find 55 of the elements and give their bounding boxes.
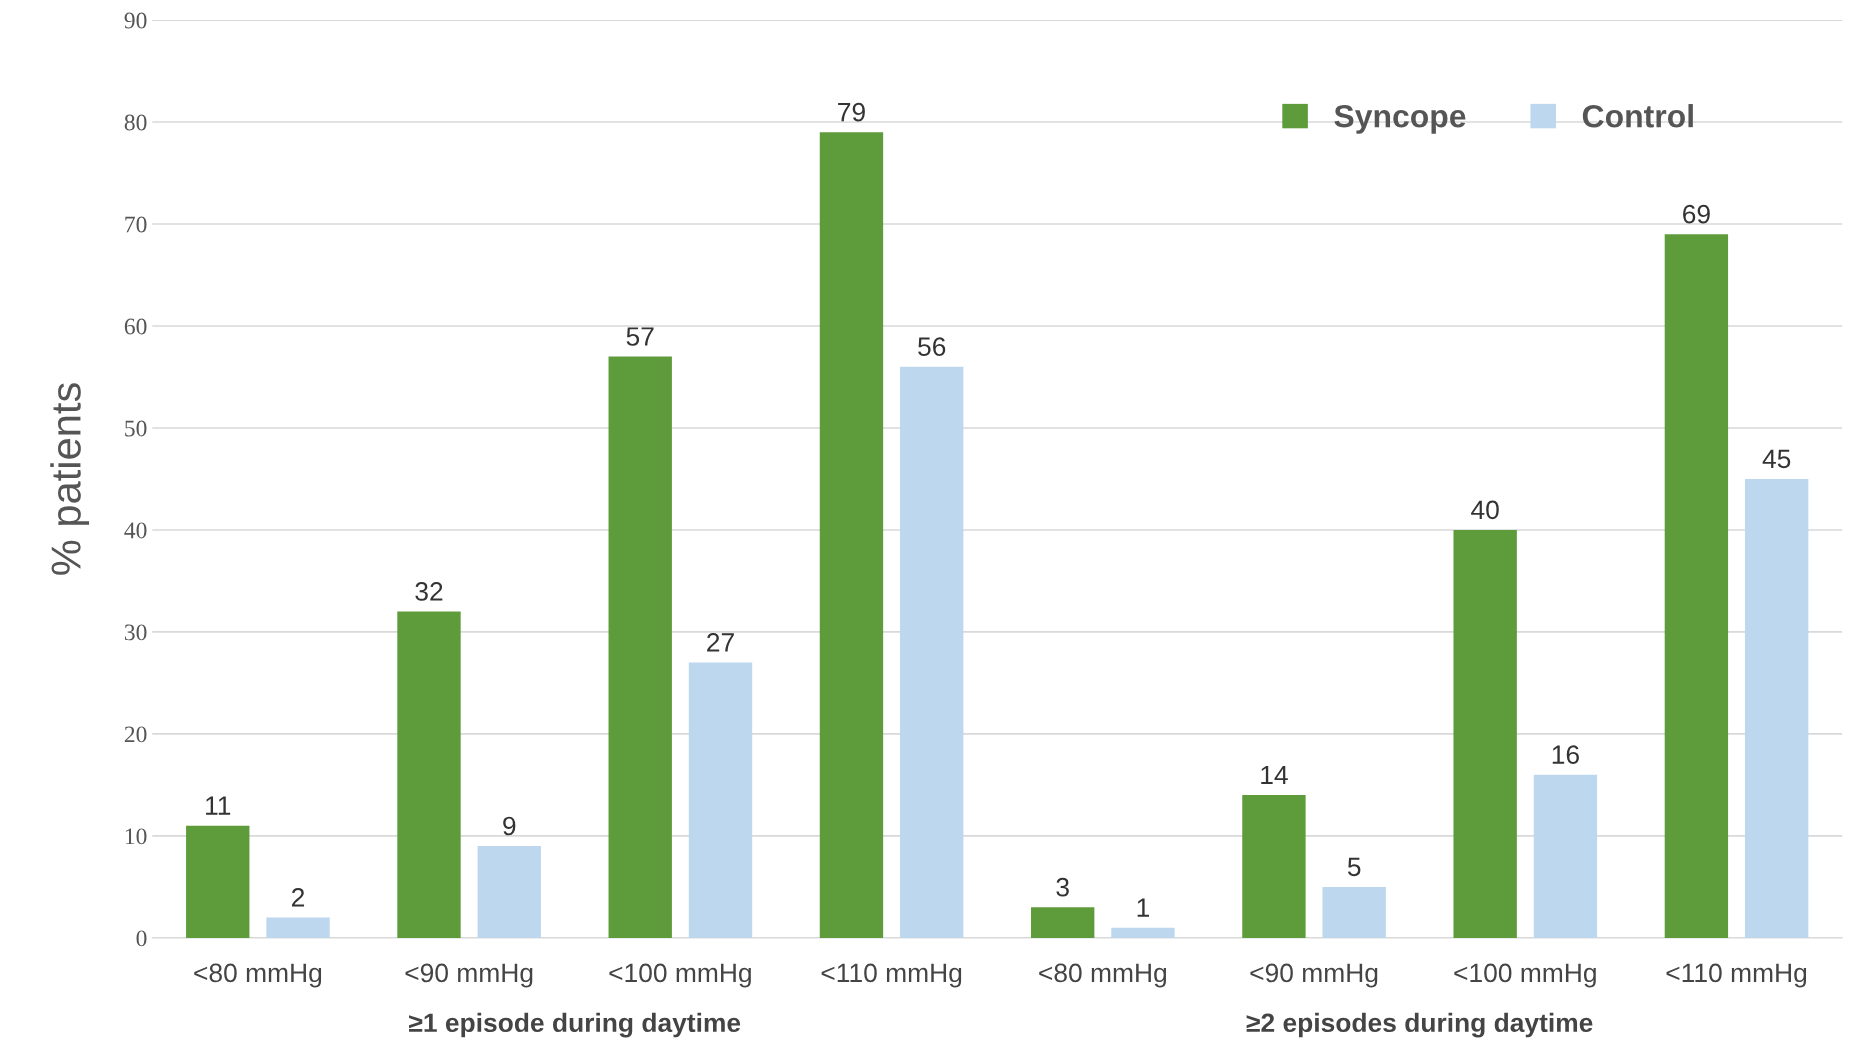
bar [477, 846, 541, 938]
x-tick-label: <110 mmHg [1666, 963, 1807, 988]
data-label: 2 [292, 888, 305, 907]
bar [1533, 774, 1598, 938]
bar [1453, 529, 1517, 938]
x-tick-label: <80 mmHg [1039, 963, 1167, 988]
bar [397, 611, 461, 938]
y-axis-title: % patients [50, 383, 90, 575]
text: ≥1 episode during daytime [409, 1012, 741, 1038]
data-label: 45 [1762, 449, 1791, 469]
data-label: 57 [626, 327, 654, 346]
bar [688, 662, 753, 938]
text: ≥2 episodes during daytime [1246, 1012, 1593, 1038]
x-tick-label: <90 mmHg [1250, 963, 1378, 988]
x-tick-label: <100 mmHg [609, 963, 751, 988]
data-label: 32 [415, 582, 443, 601]
bar [1242, 795, 1306, 938]
data-label: 69 [1683, 204, 1710, 224]
x-tick-label: <90 mmHg [405, 963, 533, 988]
data-label: 27 [707, 633, 734, 652]
data-label: 11 [206, 796, 231, 815]
bar [1322, 886, 1386, 938]
data-label: 14 [1261, 765, 1288, 785]
data-label: 5 [1347, 857, 1361, 877]
bar [266, 917, 330, 938]
data-label: 16 [1552, 745, 1579, 764]
y-tick-label: 80 [124, 114, 147, 131]
y-tick-label: 60 [124, 318, 147, 335]
data-label: 3 [1056, 877, 1069, 897]
bar [819, 132, 884, 938]
legend-label: Syncope [1334, 104, 1466, 134]
data-label: 40 [1471, 500, 1499, 520]
data-label: 56 [918, 337, 946, 357]
y-tick-label: 50 [125, 420, 147, 437]
data-label: 79 [838, 102, 865, 122]
y-tick-label: 90 [124, 12, 147, 29]
y-tick-label: 70 [125, 216, 147, 233]
y-tick-label: 0 [136, 930, 147, 947]
bar [1664, 234, 1729, 938]
bar [1111, 927, 1175, 938]
y-tick-label: 40 [124, 522, 147, 539]
data-label: 1 [1137, 898, 1150, 917]
bar [1031, 907, 1095, 938]
bar [608, 356, 672, 938]
y-tick-label: 30 [124, 624, 147, 641]
y-tick-label: 10 [125, 828, 147, 845]
bar [1744, 478, 1809, 938]
legend-label: Control [1582, 104, 1693, 128]
y-tick-label: 20 [124, 726, 147, 743]
x-tick-label: <100 mmHg [1454, 963, 1596, 988]
data-label: 9 [503, 816, 516, 836]
x-tick-label: <110 mmHg [821, 963, 962, 988]
bar [900, 366, 964, 938]
bar [186, 825, 250, 938]
x-tick-label: <80 mmHg [194, 963, 322, 988]
